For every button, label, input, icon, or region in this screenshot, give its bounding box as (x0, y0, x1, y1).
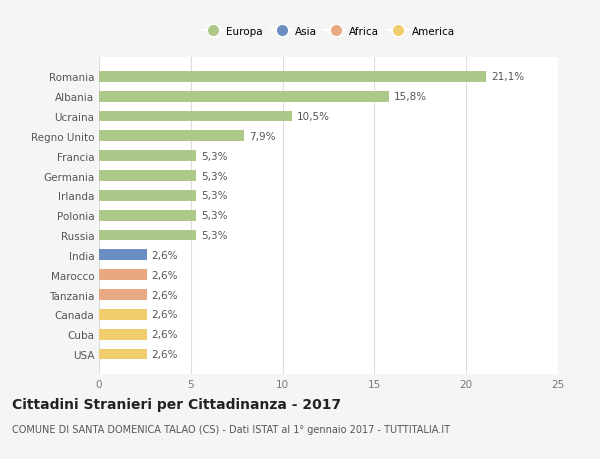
Bar (99, 230, 196, 241)
Text: 5,3%: 5,3% (201, 230, 227, 241)
Text: Cittadini Stranieri per Cittadinanza - 2017: Cittadini Stranieri per Cittadinanza - 2… (12, 397, 341, 411)
Bar (99, 112, 292, 122)
Text: 2,6%: 2,6% (151, 330, 178, 340)
Bar (99, 250, 147, 261)
Text: 5,3%: 5,3% (201, 151, 227, 162)
Text: 5,3%: 5,3% (201, 191, 227, 201)
Text: 10,5%: 10,5% (296, 112, 329, 122)
Bar (99, 151, 196, 162)
Text: 7,9%: 7,9% (248, 132, 275, 141)
Bar (99, 190, 196, 202)
Text: 2,6%: 2,6% (151, 270, 178, 280)
Legend: Europa, Asia, Africa, America: Europa, Asia, Africa, America (200, 25, 457, 39)
Bar (99, 269, 147, 280)
Text: 15,8%: 15,8% (394, 92, 427, 102)
Bar (99, 91, 389, 102)
Bar (99, 131, 244, 142)
Bar (99, 290, 147, 300)
Bar (99, 171, 196, 182)
Bar (99, 72, 487, 83)
Text: 2,6%: 2,6% (151, 349, 178, 359)
Text: 2,6%: 2,6% (151, 290, 178, 300)
Text: 2,6%: 2,6% (151, 310, 178, 319)
Bar (99, 349, 147, 360)
Text: 5,3%: 5,3% (201, 171, 227, 181)
Text: 21,1%: 21,1% (491, 72, 524, 82)
Text: COMUNE DI SANTA DOMENICA TALAO (CS) - Dati ISTAT al 1° gennaio 2017 - TUTTITALIA: COMUNE DI SANTA DOMENICA TALAO (CS) - Da… (12, 425, 450, 435)
Text: 5,3%: 5,3% (201, 211, 227, 221)
Bar (99, 210, 196, 221)
Bar (99, 329, 147, 340)
Bar (99, 309, 147, 320)
Text: 2,6%: 2,6% (151, 250, 178, 260)
